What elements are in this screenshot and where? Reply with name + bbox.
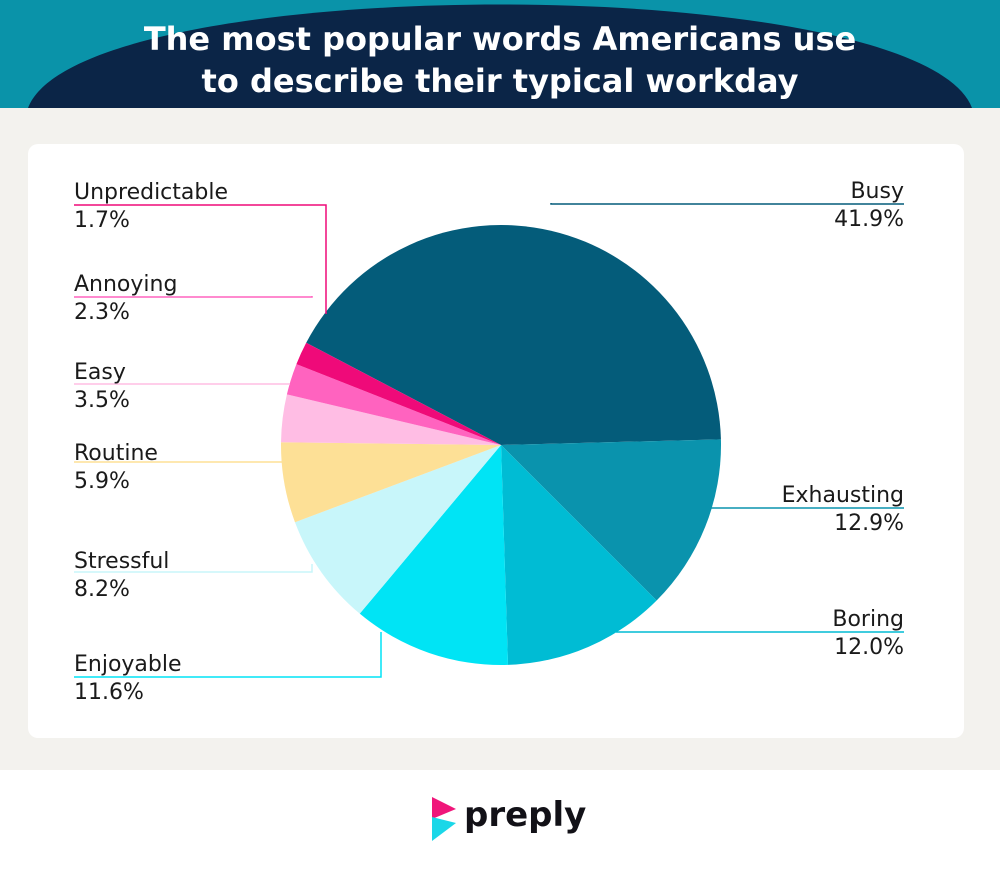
pie-slice-easy: [281, 394, 501, 445]
leader-line-enjoyable: [74, 632, 382, 678]
header-band: The most popular words Americans use to …: [0, 0, 1000, 108]
slice-value-exhausting: 12.9%: [834, 511, 904, 536]
chart-title: The most popular words Americans use to …: [0, 18, 1000, 102]
slice-value-stressful: 8.2%: [74, 577, 130, 602]
slice-label-boring: Boring: [832, 607, 904, 632]
pie-chart: Busy 41.9% Exhausting 12.9% Boring 12.0% Enjoy…: [74, 179, 904, 705]
slice-label-busy: Busy: [850, 179, 904, 204]
slice-value-annoying: 2.3%: [74, 300, 130, 325]
leader-line-annoying: [74, 296, 313, 298]
slice-label-stressful: Stressful: [74, 549, 169, 574]
brand-name: preply: [464, 795, 587, 835]
pie-slice-busy: [306, 224, 721, 445]
slice-label-easy: Easy: [74, 360, 126, 385]
pie-slice-enjoyable: [359, 445, 508, 666]
pie-slice-exhausting: [501, 439, 722, 601]
brand-logo: preply: [432, 795, 587, 842]
pie-slice-unpredictable: [296, 342, 501, 445]
footer: [0, 770, 1000, 871]
slice-value-enjoyable: 11.6%: [74, 680, 144, 705]
slice-label-routine: Routine: [74, 441, 158, 466]
chart-title-line-2: to describe their typical workday: [201, 62, 799, 100]
chart-card: Busy 41.9% Exhausting 12.9% Boring 12.0% Enjoy…: [28, 144, 964, 738]
slice-value-easy: 3.5%: [74, 388, 130, 413]
slice-value-unpredictable: 1.7%: [74, 208, 130, 233]
pie-slice-routine: [281, 442, 501, 523]
slice-label-unpredictable: Unpredictable: [74, 180, 228, 205]
slice-label-exhausting: Exhausting: [782, 483, 904, 508]
preply-logo-icon: [432, 797, 456, 841]
chart-title-line-1: The most popular words Americans use: [143, 20, 857, 58]
header-arc: [28, 4, 972, 108]
slice-label-enjoyable: Enjoyable: [74, 652, 182, 677]
leader-line-busy: [550, 203, 904, 205]
pie-slice-boring: [501, 445, 657, 665]
slice-value-busy: 41.9%: [834, 207, 904, 232]
slice-label-annoying: Annoying: [74, 272, 177, 297]
leader-line-stressful: [74, 564, 313, 573]
slice-value-routine: 5.9%: [74, 469, 130, 494]
header-arc-shape: [28, 4, 972, 108]
leader-line-unpredictable: [74, 204, 327, 314]
slice-value-boring: 12.0%: [834, 635, 904, 660]
pie-slice-annoying: [286, 364, 501, 445]
pie-slice-stressful: [294, 445, 501, 614]
